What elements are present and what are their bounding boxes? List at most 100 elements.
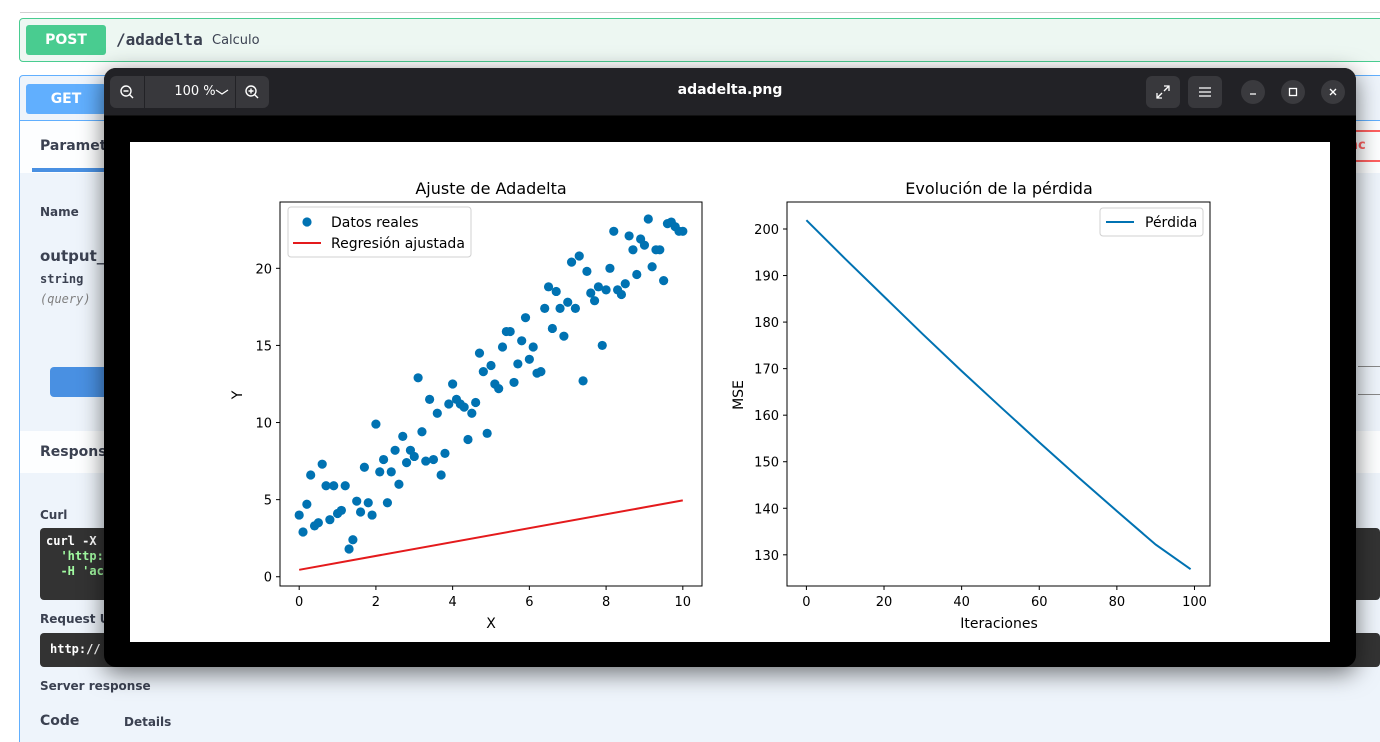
y-tick-label: 5 <box>264 494 272 509</box>
data-point <box>597 340 607 351</box>
data-point <box>336 505 346 516</box>
data-point <box>375 467 385 477</box>
request-url-value: http:// <box>50 642 101 656</box>
server-response-label: Server response <box>40 679 151 693</box>
data-point <box>593 282 604 292</box>
image-viewer-window[interactable]: 100 % adadelta.png <box>104 68 1356 667</box>
x-tick-label: 10 <box>675 595 692 610</box>
responses-title: Response <box>40 444 117 460</box>
data-point <box>566 257 577 267</box>
data-point <box>578 376 588 386</box>
data-point <box>313 518 323 528</box>
get-method-badge[interactable]: GET <box>26 84 106 114</box>
divider <box>144 76 145 108</box>
data-point <box>413 373 423 383</box>
matplotlib-figure: Ajuste de Adadelta X Y 0 2 4 6 8 1005101520Da… <box>230 179 1211 632</box>
y-axis-label: MSE <box>731 380 747 410</box>
y-tick-label: 140 <box>754 502 779 517</box>
legend-box <box>1099 207 1204 237</box>
chart-title: Evolución de la pérdida <box>905 179 1093 198</box>
data-point <box>402 458 412 468</box>
x-tick-label: 8 <box>602 595 610 610</box>
curl-label: Curl <box>40 508 68 522</box>
data-point <box>321 481 331 491</box>
data-point <box>624 231 634 241</box>
data-point <box>586 288 596 298</box>
tab-parameters[interactable]: Paramete <box>40 138 116 154</box>
data-point <box>659 276 669 286</box>
data-point <box>409 451 419 462</box>
data-point <box>632 269 642 280</box>
divider <box>235 76 236 108</box>
data-point <box>609 226 619 236</box>
divider <box>1358 366 1380 367</box>
data-point <box>559 331 569 341</box>
data-point <box>505 326 515 337</box>
chart-right: 0 20 40 60 80 100 130 140 150 160 170 180 190 200 Pérd… <box>754 201 1211 610</box>
x-tick-label: 0 <box>295 595 303 610</box>
minimize-icon[interactable] <box>1241 80 1265 104</box>
divider <box>1358 394 1380 395</box>
legend-label: Pérdida <box>1145 215 1197 231</box>
post-operation-block[interactable]: POST /adadelta Calculo <box>19 18 1380 62</box>
data-point <box>294 510 304 520</box>
post-method-badge[interactable]: POST <box>26 25 106 55</box>
data-point <box>363 498 373 508</box>
data-point <box>540 303 550 314</box>
x-tick-label: 6 <box>525 595 533 610</box>
data-point <box>440 448 450 458</box>
data-point <box>474 348 485 358</box>
data-point <box>371 419 381 429</box>
data-point <box>378 454 389 465</box>
image-canvas: Ajuste de Adadelta X Y 0 2 4 6 8 10 0 5 10 15 20 Da… <box>130 142 1330 642</box>
data-point <box>348 535 358 545</box>
x-tick-label: 100 <box>1182 595 1207 610</box>
data-point <box>340 481 350 491</box>
fullscreen-icon[interactable] <box>1146 76 1180 108</box>
data-point <box>555 303 565 314</box>
x-tick-label: 80 <box>1109 595 1126 610</box>
y-tick-label: 130 <box>754 549 779 564</box>
active-tab-indicator <box>32 168 112 172</box>
chevron-down-icon[interactable] <box>210 76 234 108</box>
zoom-out-icon[interactable] <box>110 76 144 108</box>
data-point <box>643 214 653 224</box>
zoom-level[interactable]: 100 % <box>174 84 216 99</box>
close-icon[interactable] <box>1321 80 1345 104</box>
data-point <box>528 342 538 352</box>
data-point <box>482 428 492 438</box>
chart-left: 0 2 4 6 8 10 0 5 10 15 20 Datos reales Regresión aju… <box>255 201 703 610</box>
data-point <box>620 279 630 289</box>
y-axis-label: Y <box>230 390 246 400</box>
data-point <box>589 296 600 306</box>
y-tick-label: 150 <box>754 456 779 471</box>
data-point <box>478 367 488 377</box>
legend-marker <box>302 217 312 227</box>
zoom-in-icon[interactable] <box>235 76 269 108</box>
data-point <box>325 515 335 525</box>
data-point <box>513 359 523 369</box>
parameter-location: (query) <box>40 292 91 306</box>
data-point <box>497 342 508 352</box>
data-point <box>329 481 339 491</box>
data-point <box>302 499 312 509</box>
y-tick-label: 20 <box>255 262 272 277</box>
x-axis-label: Iteraciones <box>960 616 1038 632</box>
maximize-icon[interactable] <box>1281 80 1305 104</box>
y-tick-label: 170 <box>754 363 779 378</box>
menu-icon[interactable] <box>1188 76 1222 108</box>
data-point <box>471 397 481 408</box>
data-point <box>616 289 627 300</box>
curl-line: -H 'ac <box>46 564 104 578</box>
x-tick-label: 4 <box>448 595 456 610</box>
data-point <box>524 354 534 364</box>
request-url-label: Request UI <box>40 612 114 626</box>
data-point <box>306 470 316 480</box>
plot-frame <box>786 201 1211 587</box>
data-point <box>605 263 615 273</box>
y-tick-label: 0 <box>264 571 272 586</box>
data-point <box>359 462 369 472</box>
data-point <box>509 377 519 388</box>
viewer-header-bar[interactable]: 100 % adadelta.png <box>104 68 1356 116</box>
operation-path[interactable]: /adadelta <box>116 30 203 49</box>
